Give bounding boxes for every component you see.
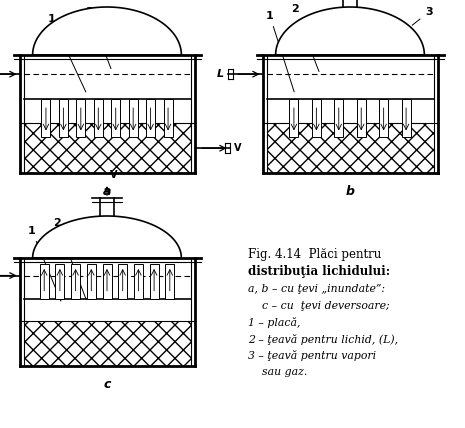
Text: sau gaz.: sau gaz. bbox=[262, 367, 307, 377]
Bar bbox=[164, 99, 173, 137]
Bar bbox=[146, 99, 155, 137]
Text: b: b bbox=[345, 185, 354, 198]
Bar bbox=[41, 99, 50, 137]
Bar bbox=[40, 264, 49, 299]
Bar bbox=[266, 123, 433, 173]
Bar bbox=[24, 123, 191, 173]
Bar bbox=[24, 321, 191, 366]
Text: V: V bbox=[233, 143, 241, 153]
Bar bbox=[266, 55, 433, 123]
Bar bbox=[76, 99, 86, 137]
Polygon shape bbox=[33, 7, 181, 55]
Bar bbox=[150, 264, 159, 299]
Bar bbox=[118, 264, 127, 299]
Text: c – cu  ţevi deversoare;: c – cu ţevi deversoare; bbox=[262, 301, 390, 311]
Bar bbox=[266, 123, 433, 173]
Text: 3 – ţeavă pentru vapori: 3 – ţeavă pentru vapori bbox=[248, 350, 376, 361]
Text: Fig. 4.14  Plăci pentru: Fig. 4.14 Plăci pentru bbox=[248, 248, 381, 261]
Text: 1: 1 bbox=[48, 14, 86, 92]
Bar bbox=[94, 99, 103, 137]
Text: c: c bbox=[103, 378, 111, 391]
Bar bbox=[59, 99, 68, 137]
Bar bbox=[357, 99, 365, 137]
Bar bbox=[111, 99, 120, 137]
Bar bbox=[289, 99, 299, 137]
Bar bbox=[87, 264, 96, 299]
Text: 2: 2 bbox=[53, 218, 86, 299]
Text: a, b – cu ţevi „inundate”:: a, b – cu ţevi „inundate”: bbox=[248, 284, 385, 294]
Text: L: L bbox=[216, 69, 224, 79]
Bar bbox=[71, 264, 80, 299]
Text: a: a bbox=[103, 185, 111, 198]
Bar bbox=[24, 55, 191, 123]
Polygon shape bbox=[276, 7, 425, 55]
Text: 2 – ţeavă pentru lichid, (L),: 2 – ţeavă pentru lichid, (L), bbox=[248, 334, 398, 345]
Bar bbox=[402, 99, 411, 137]
Text: 1 – placă,: 1 – placă, bbox=[248, 317, 300, 328]
Bar bbox=[129, 99, 138, 137]
Text: 3: 3 bbox=[412, 7, 432, 25]
Text: 2: 2 bbox=[291, 4, 319, 71]
Text: 2: 2 bbox=[85, 7, 111, 68]
Bar bbox=[334, 99, 343, 137]
Bar bbox=[24, 258, 191, 321]
Bar bbox=[55, 264, 64, 299]
Bar bbox=[312, 99, 321, 137]
Bar bbox=[379, 99, 388, 137]
Bar bbox=[102, 264, 112, 299]
Bar bbox=[134, 264, 143, 299]
Text: 1: 1 bbox=[266, 11, 294, 92]
Bar bbox=[24, 123, 191, 173]
Polygon shape bbox=[33, 216, 181, 258]
Bar bbox=[24, 321, 191, 366]
Bar bbox=[165, 264, 174, 299]
Text: V: V bbox=[110, 170, 118, 180]
Text: distribuţia lichidului:: distribuţia lichidului: bbox=[248, 265, 390, 277]
Text: 1: 1 bbox=[28, 226, 61, 301]
